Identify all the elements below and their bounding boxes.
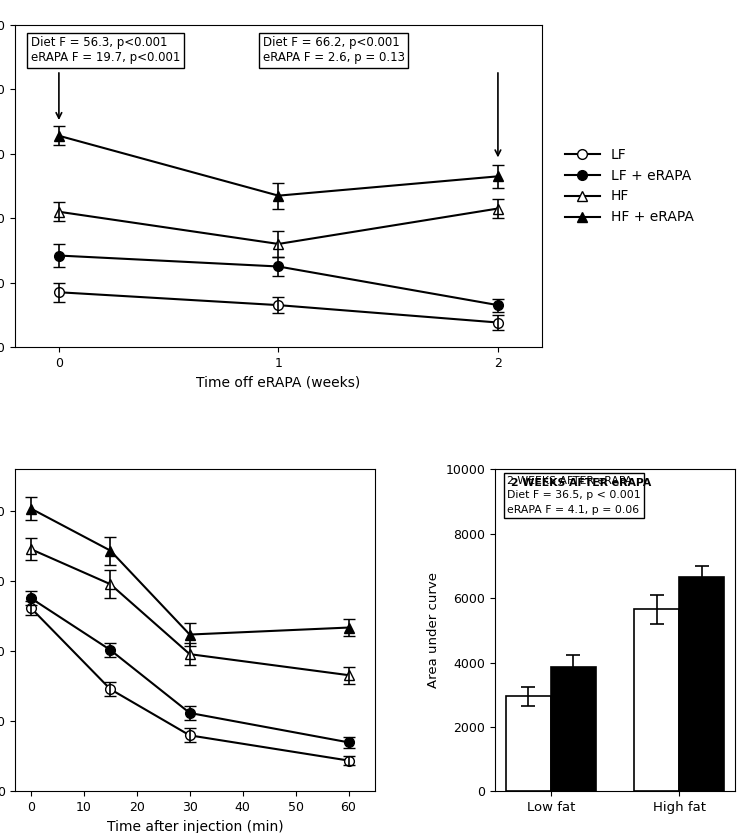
HF + eRAPA [274,191,283,201]
Line: HF + eRAPA: HF + eRAPA [54,131,503,201]
HF [274,239,283,249]
LF + eRAPA [494,300,502,310]
Bar [634,610,680,791]
X-axis label: Time after injection (min): Time after injection (min) [106,820,284,833]
Text: Diet F = 66.2, p<0.001
eRAPA F = 2.6, p = 0.13: Diet F = 66.2, p<0.001 eRAPA F = 2.6, p … [262,37,404,64]
Bar [550,667,596,791]
LF + eRAPA [274,262,283,272]
HF [494,203,502,213]
Text: 2 WEEKS AFTER eRAPA: 2 WEEKS AFTER eRAPA [511,478,651,488]
Y-axis label: Area under curve: Area under curve [427,572,439,688]
HF [55,207,64,217]
LF + eRAPA [55,251,64,261]
Line: LF: LF [54,287,503,327]
LF [274,300,283,310]
HF + eRAPA [494,172,502,182]
HF + eRAPA [55,131,64,141]
Line: LF + eRAPA: LF + eRAPA [54,251,503,310]
Legend: LF, LF + eRAPA, HF, HF + eRAPA: LF, LF + eRAPA, HF, HF + eRAPA [560,142,699,230]
Bar [506,696,550,791]
Line: HF: HF [54,204,503,249]
Text: Diet F = 56.3, p<0.001
eRAPA F = 19.7, p<0.001: Diet F = 56.3, p<0.001 eRAPA F = 19.7, p… [31,37,180,64]
Bar [680,577,724,791]
LF [494,317,502,327]
X-axis label: Time off eRAPA (weeks): Time off eRAPA (weeks) [196,376,361,389]
Text: 2 WEEKS AFTER eRAPA
Diet F = 36.5, p < 0.001
eRAPA F = 4.1, p = 0.06: 2 WEEKS AFTER eRAPA Diet F = 36.5, p < 0… [507,476,640,515]
LF [55,287,64,297]
